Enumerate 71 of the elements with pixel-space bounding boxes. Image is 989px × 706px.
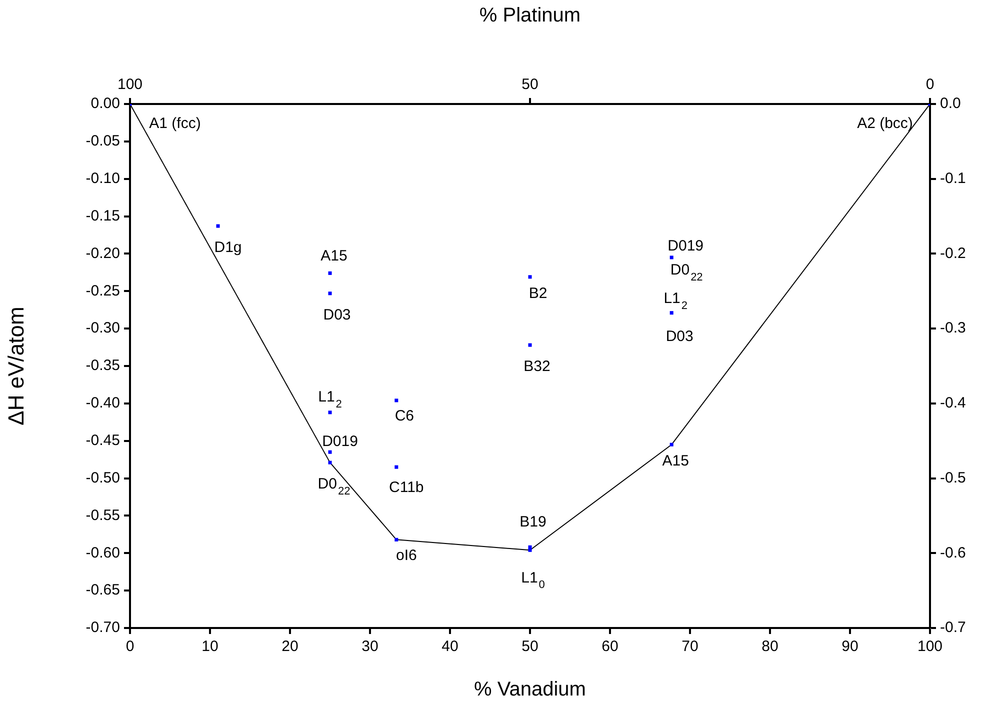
x2-tick-label: 50 <box>522 76 538 94</box>
annotation: A15 <box>320 247 348 264</box>
y2-tick-label: 0.0 <box>940 95 961 112</box>
annotation: C11b <box>389 479 424 496</box>
annotation: B32 <box>524 358 550 376</box>
x2-axis-title: % Platinum <box>479 4 581 27</box>
x-tick-label: 20 <box>282 638 298 656</box>
annotation: D03 <box>323 306 351 324</box>
x-tick-label: 100 <box>917 638 943 656</box>
y2-tick-label: -0.7 <box>940 619 966 636</box>
annotation: D019 <box>322 433 358 450</box>
annotation: A2 (bcc) <box>857 115 913 132</box>
x-tick-label: 10 <box>202 638 218 656</box>
point <box>528 343 532 347</box>
point <box>216 224 220 228</box>
annotation: D03 <box>666 328 694 345</box>
point <box>328 450 332 454</box>
x-axis-title: % Vanadium <box>474 678 586 701</box>
x-tick-label: 70 <box>682 638 698 656</box>
annotation: B2 <box>528 285 548 302</box>
y-tick-label: -0.40 <box>86 394 120 412</box>
y-tick-label: -0.35 <box>86 357 120 374</box>
x-tick-label: 80 <box>762 638 778 656</box>
annotation: C6 <box>394 408 414 425</box>
y2-tick-label: -0.2 <box>940 244 966 262</box>
annotation: D019 <box>668 238 704 255</box>
point <box>328 271 332 275</box>
point <box>328 410 332 414</box>
y2-tick-label: -0.5 <box>940 469 966 486</box>
y-axis-title: ΔH eV/atom <box>3 306 28 426</box>
x-tick-label: 0 <box>126 638 134 656</box>
y-tick-label: -0.05 <box>86 132 120 150</box>
y-tick-label: -0.25 <box>86 282 120 300</box>
point <box>394 465 398 469</box>
x2-tick-label: 0 <box>926 76 934 94</box>
y-tick-label: 0.00 <box>90 95 120 112</box>
y2-tick-label: -0.4 <box>940 394 966 412</box>
point <box>328 460 332 464</box>
point <box>670 442 674 446</box>
y-tick-label: -0.15 <box>86 207 120 224</box>
x-tick-label: 40 <box>442 638 458 656</box>
point <box>394 538 398 542</box>
y2-tick-label: -0.6 <box>940 544 966 562</box>
annotation: A1 (fcc) <box>149 115 201 132</box>
x-tick-label: 60 <box>602 638 618 656</box>
point <box>528 548 532 552</box>
y-tick-label: -0.70 <box>86 619 120 636</box>
y-tick-label: -0.60 <box>86 544 120 562</box>
annotation: B19 <box>520 513 546 530</box>
annotation: A15 <box>662 452 689 470</box>
point <box>528 275 532 279</box>
point <box>394 398 398 402</box>
x-tick-label: 30 <box>362 638 378 656</box>
y2-tick-label: -0.1 <box>940 170 966 187</box>
y-tick-label: -0.20 <box>86 244 120 262</box>
x2-tick-label: 100 <box>117 76 143 94</box>
y-tick-label: -0.10 <box>86 170 120 187</box>
y-tick-label: -0.50 <box>86 469 120 486</box>
point <box>328 292 332 296</box>
y2-tick-label: -0.3 <box>940 320 966 337</box>
point <box>670 311 674 315</box>
annotation: D1g <box>214 239 242 256</box>
y-tick-label: -0.45 <box>86 432 120 449</box>
annotation: oI6 <box>396 546 417 564</box>
x-tick-label: 50 <box>522 638 538 656</box>
point <box>528 545 532 549</box>
x-tick-label: 90 <box>842 638 858 656</box>
y-tick-label: -0.55 <box>86 506 120 524</box>
point <box>670 256 674 260</box>
y-tick-label: -0.65 <box>86 582 120 599</box>
y-tick-label: -0.30 <box>86 320 120 337</box>
